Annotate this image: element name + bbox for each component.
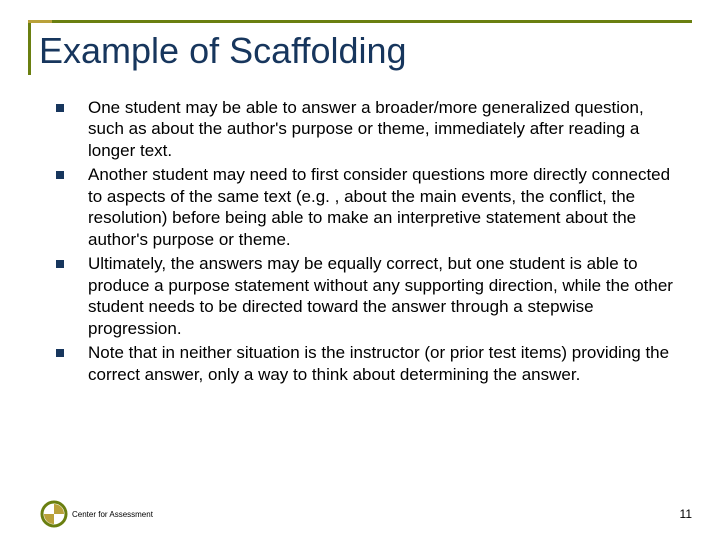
bullet-item: Note that in neither situation is the in… [56,342,682,386]
bullet-square-icon [56,171,64,179]
footer-org-text: Center for Assessment [72,510,153,519]
org-logo-icon [40,500,68,528]
bullet-square-icon [56,349,64,357]
bullet-text: One student may be able to answer a broa… [88,97,682,162]
footer: Center for Assessment 11 [0,500,720,528]
bullet-item: Another student may need to first consid… [56,164,682,251]
bullet-text: Ultimately, the answers may be equally c… [88,253,682,340]
title-frame: Example of Scaffolding [28,20,692,75]
bullet-list: One student may be able to answer a broa… [28,91,692,386]
slide: Example of Scaffolding One student may b… [0,0,720,540]
bullet-item: Ultimately, the answers may be equally c… [56,253,682,340]
bullet-text: Another student may need to first consid… [88,164,682,251]
bullet-square-icon [56,260,64,268]
bullet-item: One student may be able to answer a broa… [56,97,682,162]
slide-title: Example of Scaffolding [39,31,692,71]
bullet-text: Note that in neither situation is the in… [88,342,682,386]
bullet-square-icon [56,104,64,112]
page-number: 11 [680,507,692,521]
footer-left: Center for Assessment [40,500,153,528]
